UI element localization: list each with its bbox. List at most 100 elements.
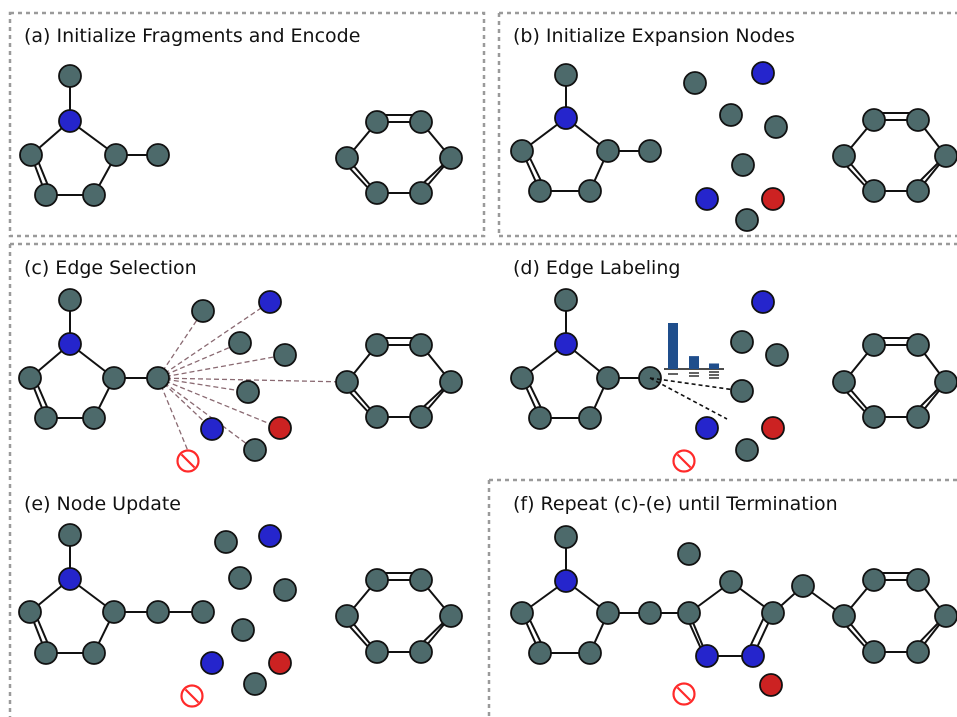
carbon-atom xyxy=(214,530,238,554)
carbon-atom xyxy=(578,641,602,665)
panel-a xyxy=(19,64,463,207)
panel-c xyxy=(18,288,463,473)
carbon-atom xyxy=(102,366,126,390)
carbon-atom xyxy=(335,604,359,628)
carbon-atom xyxy=(862,405,886,429)
carbon-atom xyxy=(677,601,701,625)
nitrogen-atom xyxy=(258,524,282,548)
carbon-atom xyxy=(236,380,260,404)
carbon-atom xyxy=(102,600,126,624)
carbon-atom xyxy=(243,438,267,462)
pyrrole-fragment xyxy=(18,288,170,430)
carbon-atom xyxy=(719,570,743,594)
benzene-fragment xyxy=(832,333,957,429)
carbon-atom xyxy=(528,641,552,665)
carbon-atom xyxy=(19,143,43,167)
carbon-atom xyxy=(862,568,886,592)
panel-d xyxy=(510,288,957,473)
nitrogen-atom xyxy=(554,569,578,593)
carbon-atom xyxy=(510,601,534,625)
carbon-atom xyxy=(832,604,856,628)
carbon-atom xyxy=(719,103,743,127)
carbon-atom xyxy=(906,405,930,429)
forbidden-icon xyxy=(180,684,204,708)
nitrogen-atom xyxy=(695,644,719,668)
nitrogen-atom xyxy=(58,109,82,133)
carbon-atom xyxy=(191,600,215,624)
carbon-atom xyxy=(243,672,267,696)
carbon-atom xyxy=(510,366,534,390)
panel-b-border xyxy=(497,11,957,238)
carbon-atom xyxy=(683,71,707,95)
carbon-atom xyxy=(273,343,297,367)
bond-prob-bar-triple xyxy=(709,363,719,369)
benzene-fragment xyxy=(335,333,463,429)
carbon-atom xyxy=(365,640,389,664)
panel-borders xyxy=(8,11,957,717)
carbon-atom xyxy=(273,578,297,602)
carbon-atom xyxy=(730,330,754,354)
carbon-atom xyxy=(832,370,856,394)
carbon-atom xyxy=(862,640,886,664)
carbon-atom xyxy=(104,143,128,167)
carbon-atom xyxy=(58,288,82,312)
carbon-atom xyxy=(832,144,856,168)
pyrrole-fragment xyxy=(510,288,662,430)
nitrogen-atom xyxy=(751,61,775,85)
carbon-atom xyxy=(578,179,602,203)
forbidden-icon xyxy=(176,449,200,473)
panel-a-border xyxy=(8,11,486,238)
carbon-atom xyxy=(58,523,82,547)
carbon-atom xyxy=(596,139,620,163)
panel-a-title: (a) Initialize Fragments and Encode xyxy=(24,25,360,47)
carbon-atom xyxy=(510,139,534,163)
carbon-atom xyxy=(335,370,359,394)
carbon-atom xyxy=(18,366,42,390)
panel-d-title: (d) Edge Labeling xyxy=(513,257,680,279)
final-molecule xyxy=(510,525,845,668)
nitrogen-atom xyxy=(741,644,765,668)
nitrogen-atom xyxy=(554,106,578,130)
carbon-atom xyxy=(934,604,957,628)
expansion-nodes xyxy=(695,290,789,462)
carbon-atom xyxy=(906,179,930,203)
forbidden-icon xyxy=(672,449,696,473)
carbon-atom xyxy=(191,299,215,323)
carbon-atom xyxy=(365,181,389,205)
carbon-atom xyxy=(228,566,252,590)
carbon-atom xyxy=(862,333,886,357)
selected-edge xyxy=(649,377,728,420)
carbon-atom xyxy=(934,144,957,168)
carbon-atom xyxy=(791,574,815,598)
expansion-nodes xyxy=(683,61,788,232)
carbon-atom xyxy=(409,110,433,134)
carbon-atom xyxy=(862,108,886,132)
carbon-atom xyxy=(146,143,170,167)
carbon-atom xyxy=(764,115,788,139)
oxygen-atom xyxy=(761,416,785,440)
carbon-atom xyxy=(906,640,930,664)
carbon-atom xyxy=(906,108,930,132)
nitrogen-atom xyxy=(695,416,719,440)
candidate-edges xyxy=(157,301,348,452)
carbon-atom xyxy=(735,438,759,462)
carbon-atom xyxy=(34,183,58,207)
nitrogen-atom xyxy=(554,332,578,356)
carbon-atom xyxy=(34,406,58,430)
panel-f-border xyxy=(487,478,957,717)
carbon-atom xyxy=(365,333,389,357)
oxygen-atom xyxy=(268,416,292,440)
carbon-atom xyxy=(578,406,602,430)
carbon-atom xyxy=(731,153,755,177)
selected-edge xyxy=(649,377,743,392)
carbon-atom xyxy=(439,370,463,394)
carbon-atom xyxy=(730,379,754,403)
panel-c-title: (c) Edge Selection xyxy=(24,257,197,279)
carbon-atom xyxy=(554,63,578,87)
carbon-atom xyxy=(82,641,106,665)
expansion-nodes xyxy=(191,290,297,462)
bond-prob-bar-single xyxy=(668,323,678,369)
carbon-atom xyxy=(365,110,389,134)
carbon-atom xyxy=(231,618,255,642)
carbon-atom xyxy=(58,64,82,88)
